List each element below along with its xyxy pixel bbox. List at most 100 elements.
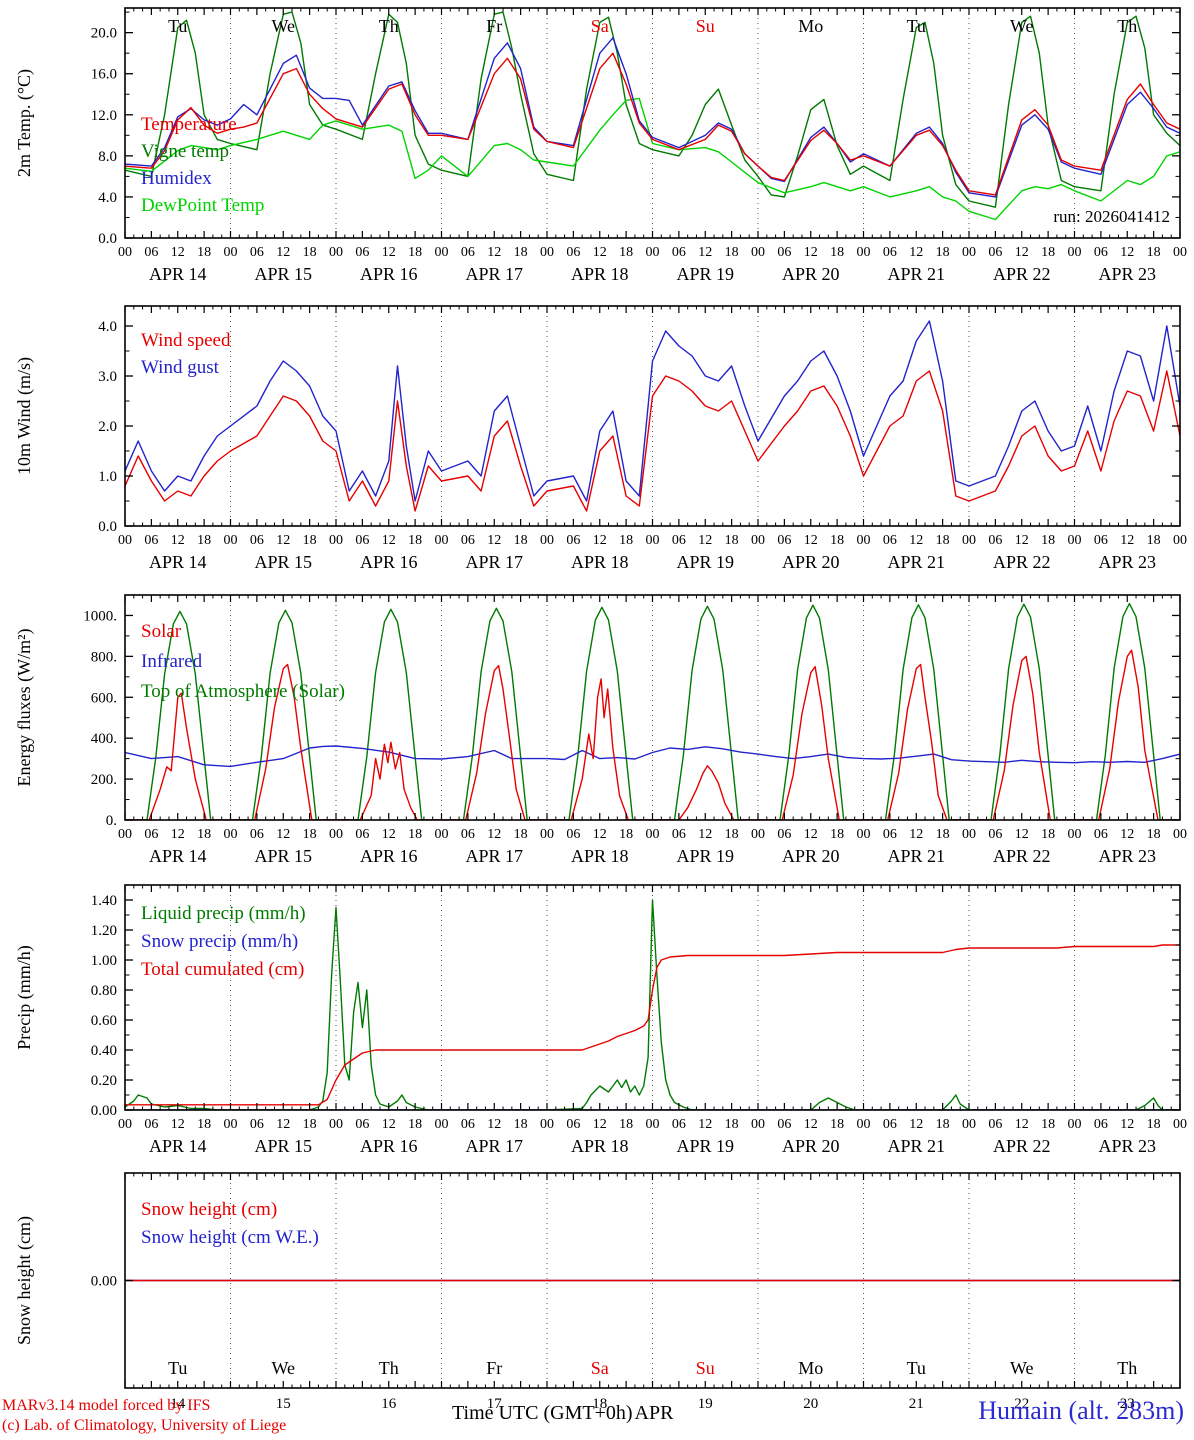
x-tick-label: 06 [144, 245, 158, 260]
x-tick-label: 12 [804, 827, 818, 842]
x-tick-label: 18 [936, 245, 950, 260]
x-tick-label: 00 [118, 1117, 132, 1132]
temperature-panel: 0.0 4.0 8.0 12.0 16.0 20.0 00 06 12 18 APR 14 00 06 1… [14, 7, 1187, 284]
x-tick-label: 18 [1041, 827, 1055, 842]
x-tick-label: 06 [672, 245, 686, 260]
date-label: APR 17 [465, 846, 523, 866]
x-tick-label: 00 [857, 245, 871, 260]
date-label: APR 20 [782, 1136, 840, 1156]
x-tick-label: 00 [224, 533, 238, 548]
date-label: APR 15 [254, 846, 312, 866]
time-axis-title: Time UTC (GMT+0h) APR [452, 1402, 673, 1425]
x-tick-label: 06 [777, 245, 791, 260]
x-tick-label: 18 [1041, 245, 1055, 260]
x-tick-label: 06 [461, 827, 475, 842]
dow-label: Mo [798, 1358, 823, 1378]
credit-line-2: (c) Lab. of Climatology, University of L… [2, 1417, 287, 1434]
x-tick-label: 12 [804, 245, 818, 260]
x-tick-label: 18 [619, 245, 633, 260]
x-tick-label: 18 [303, 533, 317, 548]
date-label: APR 21 [887, 846, 945, 866]
x-tick-label: 12 [909, 1117, 923, 1132]
x-tick-label: 18 [408, 1117, 422, 1132]
x-tick-label: 18 [936, 1117, 950, 1132]
x-tick-label: 18 [408, 533, 422, 548]
y-tick-label: 0.00 [91, 1103, 117, 1119]
x-tick-label: 00 [1173, 1117, 1187, 1132]
x-tick-label: 12 [593, 1117, 607, 1132]
date-num-label: 23 [1120, 1396, 1135, 1412]
energy-fluxes-panel: 0. 200. 400. 600. 800. 1000. 00 06 12 18 APR 14 00 0… [14, 594, 1187, 866]
y-tick-label: 0.00 [91, 1274, 117, 1290]
y-tick-label: 600. [91, 690, 117, 706]
x-tick-label: 18 [514, 1117, 528, 1132]
dow-label: We [1010, 1358, 1034, 1378]
x-tick-label: 12 [1120, 1117, 1134, 1132]
legend-humidex: Humidex [141, 168, 212, 189]
date-label: APR 20 [782, 552, 840, 572]
x-tick-label: 00 [118, 533, 132, 548]
x-tick-label: 06 [883, 827, 897, 842]
x-tick-label: 00 [751, 827, 765, 842]
x-tick-label: 06 [461, 533, 475, 548]
x-tick-label: 00 [751, 245, 765, 260]
x-tick-label: 12 [1120, 533, 1134, 548]
x-tick-label: 06 [461, 245, 475, 260]
x-tick-label: 06 [1094, 1117, 1108, 1132]
date-label: APR 15 [254, 264, 312, 284]
x-tick-label: 06 [355, 533, 369, 548]
x-tick-label: 12 [382, 1117, 396, 1132]
x-tick-label: 00 [329, 533, 343, 548]
date-label: APR 21 [887, 1136, 945, 1156]
y-tick-label: 1.20 [91, 923, 117, 939]
series-vigne-temp [125, 11, 1180, 208]
y-tick-label: 200. [91, 772, 117, 788]
date-num-label: 17 [487, 1396, 503, 1412]
x-tick-label: 12 [909, 245, 923, 260]
date-label: APR 16 [360, 1136, 418, 1156]
x-tick-label: 18 [619, 533, 633, 548]
series-total-cumulated [125, 944, 1180, 1106]
x-tick-label: 00 [329, 827, 343, 842]
x-tick-label: 12 [1015, 533, 1029, 548]
date-label: APR 14 [149, 846, 207, 866]
date-label: APR 18 [571, 1136, 629, 1156]
x-tick-label: 18 [1041, 1117, 1055, 1132]
x-tick-label: 12 [698, 1117, 712, 1132]
month-label: APR [634, 1402, 674, 1424]
legend-snow-precip-mm-h-: Snow precip (mm/h) [141, 931, 298, 952]
x-tick-label: 06 [988, 1117, 1002, 1132]
x-tick-label: 18 [303, 827, 317, 842]
x-tick-label: 06 [988, 533, 1002, 548]
x-tick-label: 12 [276, 1117, 290, 1132]
dow-label: Su [696, 16, 715, 36]
y-tick-label: 0.80 [91, 983, 117, 999]
x-tick-label: 18 [725, 1117, 739, 1132]
x-tick-label: 18 [303, 1117, 317, 1132]
y-tick-label: 800. [91, 649, 117, 665]
x-tick-label: 12 [487, 533, 501, 548]
y-tick-label: 2.0 [98, 419, 117, 435]
date-label: APR 19 [676, 1136, 734, 1156]
x-tick-label: 06 [144, 1117, 158, 1132]
x-tick-label: 00 [962, 827, 976, 842]
y-tick-label: 4.0 [98, 319, 117, 335]
x-tick-label: 00 [962, 533, 976, 548]
legend-infrared: Infrared [141, 651, 203, 672]
date-num-label: 20 [803, 1396, 818, 1412]
x-tick-label: 18 [830, 827, 844, 842]
x-tick-label: 12 [276, 245, 290, 260]
x-tick-label: 00 [118, 245, 132, 260]
x-tick-label: 18 [514, 245, 528, 260]
y-tick-label: 0. [106, 813, 117, 829]
x-tick-label: 00 [1173, 533, 1187, 548]
date-label: APR 15 [254, 552, 312, 572]
legend-top-of-atmosphere-solar-: Top of Atmosphere (Solar) [141, 681, 345, 702]
x-tick-label: 06 [250, 533, 264, 548]
x-tick-label: 00 [1068, 245, 1082, 260]
x-tick-label: 00 [329, 1117, 343, 1132]
legend-wind-speed: Wind speed [141, 330, 231, 351]
series-temperature [125, 52, 1180, 196]
model-credits: MARv3.14 model forced by IFS (c) Lab. of… [2, 1396, 286, 1436]
x-tick-label: 00 [751, 1117, 765, 1132]
